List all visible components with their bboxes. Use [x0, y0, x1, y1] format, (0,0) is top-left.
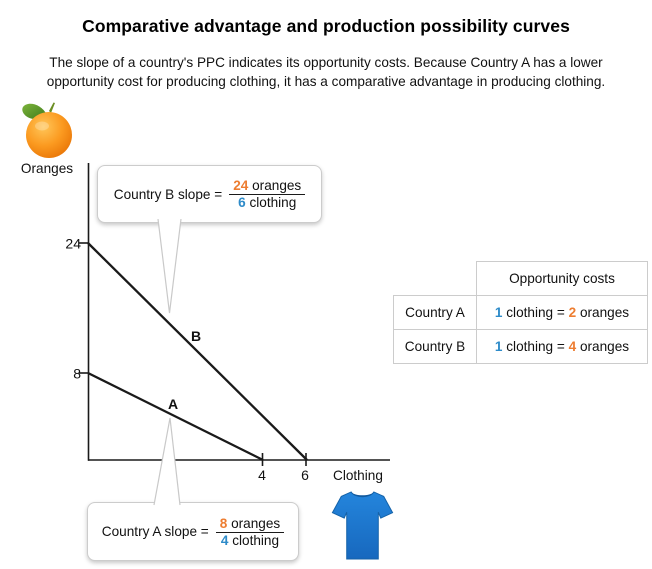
callout-a-pointer: [153, 417, 181, 506]
x-tick-label-6: 6: [301, 467, 309, 483]
callout-a-numerator: 8 oranges: [215, 515, 285, 533]
table-row-value: 1 clothing = 2 oranges: [476, 295, 648, 330]
subtitle-line-2: opportunity cost for producing clothing,…: [46, 73, 606, 89]
y-tick-label-8: 8: [73, 366, 81, 382]
page-title: Comparative advantage and production pos…: [82, 16, 570, 36]
table-row-label: Country A: [393, 295, 477, 330]
table-header-row: Opportunity costs: [394, 261, 648, 296]
tshirt-body: [331, 491, 394, 560]
ppc-line-country-a: [87, 371, 264, 462]
table-row-value: 1 clothing = 4 oranges: [476, 329, 648, 364]
callout-a-denominator: 4 clothing: [220, 532, 280, 548]
table-header-cell: Opportunity costs: [476, 261, 648, 296]
ppc-line-country-b: [87, 242, 308, 461]
callout-b-numerator: 24 oranges: [229, 178, 306, 195]
subtitle-line-1: The slope of a country's PPC indicates i…: [49, 55, 603, 70]
callout-a-label: Country A slope =: [101, 524, 209, 539]
table-row: Country A 1 clothing = 2 oranges: [393, 295, 648, 330]
callout-country-b-slope: Country B slope = 24 oranges 6 clothing: [97, 165, 322, 223]
table-row: Country B 1 clothing = 4 oranges: [393, 329, 648, 364]
y-tick-label-24: 24: [65, 236, 81, 252]
callout-b-pointer: [157, 219, 182, 314]
orange-highlight: [35, 121, 49, 131]
x-tick-label-4: 4: [258, 467, 266, 483]
curve-label-b: B: [191, 328, 201, 344]
callout-a-fraction: 8 oranges 4 clothing: [215, 515, 285, 549]
x-axis-label: Clothing: [333, 468, 383, 483]
orange-stem: [49, 102, 55, 113]
tshirt-collar: [351, 491, 374, 497]
callout-b-label: Country B slope =: [113, 186, 223, 202]
y-axis-label: Oranges: [21, 161, 73, 176]
table-corner-cell: [394, 262, 477, 296]
tshirt-icon: [331, 491, 394, 560]
orange-body: [26, 112, 72, 158]
callout-b-denominator: 6 clothing: [238, 195, 297, 210]
opportunity-costs-table: Opportunity costs Country A 1 clothing =…: [393, 261, 648, 364]
callout-country-a-slope: Country A slope = 8 oranges 4 clothing: [87, 502, 299, 561]
table-row-label: Country B: [393, 329, 477, 364]
subtitle: The slope of a country's PPC indicates i…: [0, 54, 652, 91]
callout-b-fraction: 24 oranges 6 clothing: [229, 177, 306, 211]
orange-fruit-icon: [22, 102, 72, 158]
curve-label-a: A: [168, 396, 178, 412]
